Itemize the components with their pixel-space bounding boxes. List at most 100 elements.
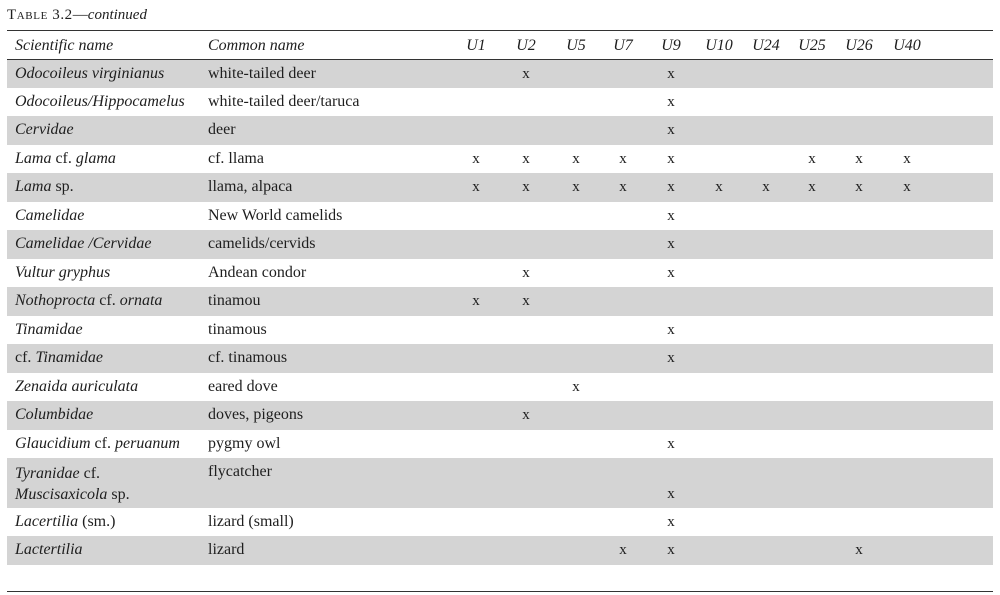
table-row: Glaucidium cf. peruanum pygmy owl x xyxy=(7,430,993,458)
scientific-name-part: cf. xyxy=(79,465,101,482)
presence-mark: x xyxy=(667,350,675,366)
presence-mark: x xyxy=(472,151,480,167)
bottom-rule xyxy=(7,591,993,592)
presence-mark: x xyxy=(903,179,911,195)
presence-mark: x xyxy=(667,94,675,110)
scientific-name-part: sp. xyxy=(107,486,130,503)
common-name: New World camelids xyxy=(208,207,343,224)
presence-mark: x xyxy=(667,514,675,530)
scientific-name-part: Odocoileus virginianus xyxy=(15,65,165,82)
presence-mark: x xyxy=(472,179,480,195)
scientific-name-part: sp. xyxy=(51,178,74,195)
presence-mark: x xyxy=(572,179,580,195)
scientific-name-part: glama xyxy=(75,150,116,167)
scientific-name: cf. Tinamidae xyxy=(15,349,103,367)
scientific-name-part: Camelidae xyxy=(15,207,85,224)
presence-mark: x xyxy=(522,265,530,281)
presence-mark: x xyxy=(855,179,863,195)
scientific-name: Lacertilia (sm.) xyxy=(15,513,115,531)
scientific-name: Columbidae xyxy=(15,406,93,424)
scientific-name-part: peruanum xyxy=(114,435,180,452)
table-row: Camelidae /Cervidae camelids/cervids x xyxy=(7,230,993,259)
common-name: camelids/cervids xyxy=(208,235,316,252)
common-name: Andean condor xyxy=(208,264,307,281)
scientific-name: Camelidae xyxy=(15,207,84,225)
scientific-name: Odocoileus/Hippocamelus xyxy=(15,93,185,111)
scientific-name: Vultur gryphus xyxy=(15,264,110,282)
presence-mark: x xyxy=(855,151,863,167)
caption-dash: — xyxy=(72,7,88,23)
table-row: Vultur gryphus Andean condor x x xyxy=(7,259,993,287)
header-common-name: Common name xyxy=(208,37,305,54)
table-row: Zenaida auriculata eared dove x xyxy=(7,373,993,401)
common-name: lizard xyxy=(208,541,245,558)
presence-mark: x xyxy=(522,66,530,82)
table-row: Lama cf. glama cf. llama x x x x x x x x xyxy=(7,145,993,173)
scientific-name: Nothoprocta cf. ornata xyxy=(15,292,162,310)
common-name: eared dove xyxy=(208,378,278,395)
table-row: Cervidae deer x xyxy=(7,116,993,145)
presence-mark: x xyxy=(619,542,627,558)
table-row: Camelidae New World camelids x xyxy=(7,202,993,230)
presence-mark: x xyxy=(619,179,627,195)
presence-mark: x xyxy=(619,151,627,167)
presence-mark: x xyxy=(522,293,530,309)
header-unit: U1 xyxy=(466,37,486,54)
presence-mark: x xyxy=(667,236,675,252)
table-row: Lactertilia lizard x x x xyxy=(7,536,993,565)
scientific-name-part: Muscisaxicola xyxy=(15,486,108,503)
presence-mark: x xyxy=(855,542,863,558)
scientific-name: Tinamidae xyxy=(15,321,83,339)
header-scientific-name: Scientific name xyxy=(15,37,114,54)
scientific-name-part: Lama xyxy=(15,178,52,195)
common-name: white-tailed deer xyxy=(208,65,316,82)
header-unit: U26 xyxy=(845,37,873,54)
presence-mark: x xyxy=(808,151,816,167)
table-caption: Table 3.2—continued xyxy=(7,5,147,25)
scientific-name: Glaucidium cf. peruanum xyxy=(15,435,180,453)
scientific-name: Tyranidae cf. Muscisaxicola sp. xyxy=(15,463,130,505)
presence-mark: x xyxy=(522,151,530,167)
presence-mark: x xyxy=(667,436,675,452)
common-name: pygmy owl xyxy=(208,435,281,452)
presence-mark: x xyxy=(808,179,816,195)
presence-mark: x xyxy=(472,293,480,309)
header-unit: U10 xyxy=(705,37,733,54)
scientific-name-part: cf. xyxy=(51,150,76,167)
scientific-name: Camelidae /Cervidae xyxy=(15,235,151,253)
table-row: Tyranidae cf. Muscisaxicola sp. flycatcher… xyxy=(7,458,993,508)
scientific-name-part: cf. xyxy=(15,349,36,366)
scientific-name-part: Glaucidium xyxy=(15,435,91,452)
table-row: Tinamidae tinamous x xyxy=(7,316,993,344)
header-unit: U5 xyxy=(566,37,586,54)
header-unit: U7 xyxy=(613,37,633,54)
scientific-name-part: Vultur gryphus xyxy=(15,264,111,281)
presence-mark: x xyxy=(667,151,675,167)
header-unit: U40 xyxy=(893,37,921,54)
presence-mark: x xyxy=(667,122,675,138)
scientific-name-part: Lacertilia xyxy=(15,513,79,530)
presence-mark: x xyxy=(762,179,770,195)
scientific-name: Cervidae xyxy=(15,121,74,139)
scientific-name-part: Odocoileus/Hippocamelus xyxy=(15,93,185,110)
table-row: cf. Tinamidae cf. tinamous x xyxy=(7,344,993,373)
common-name: cf. llama xyxy=(208,150,264,167)
scientific-name-part: Tinamidae xyxy=(35,349,103,366)
common-name: doves, pigeons xyxy=(208,406,304,423)
common-name: flycatcher xyxy=(208,463,272,480)
presence-mark: x xyxy=(522,179,530,195)
common-name: tinamous xyxy=(208,321,267,338)
table-row: Lacertilia (sm.) lizard (small) x xyxy=(7,508,993,536)
table-row: Lama sp. llama, alpaca x x x x x x x x x x xyxy=(7,173,993,202)
common-name: deer xyxy=(208,121,236,138)
header-rule xyxy=(7,59,993,60)
table-row: Columbidae doves, pigeons x xyxy=(7,401,993,430)
scientific-name: Lactertilia xyxy=(15,541,83,559)
scientific-name-part: Columbidae xyxy=(15,406,94,423)
header-unit: U9 xyxy=(661,37,681,54)
presence-mark: x xyxy=(667,179,675,195)
scientific-name: Lama cf. glama xyxy=(15,150,116,168)
scientific-name: Lama sp. xyxy=(15,178,74,196)
scientific-name-part: Cervidae xyxy=(15,121,74,138)
presence-mark: x xyxy=(572,379,580,395)
